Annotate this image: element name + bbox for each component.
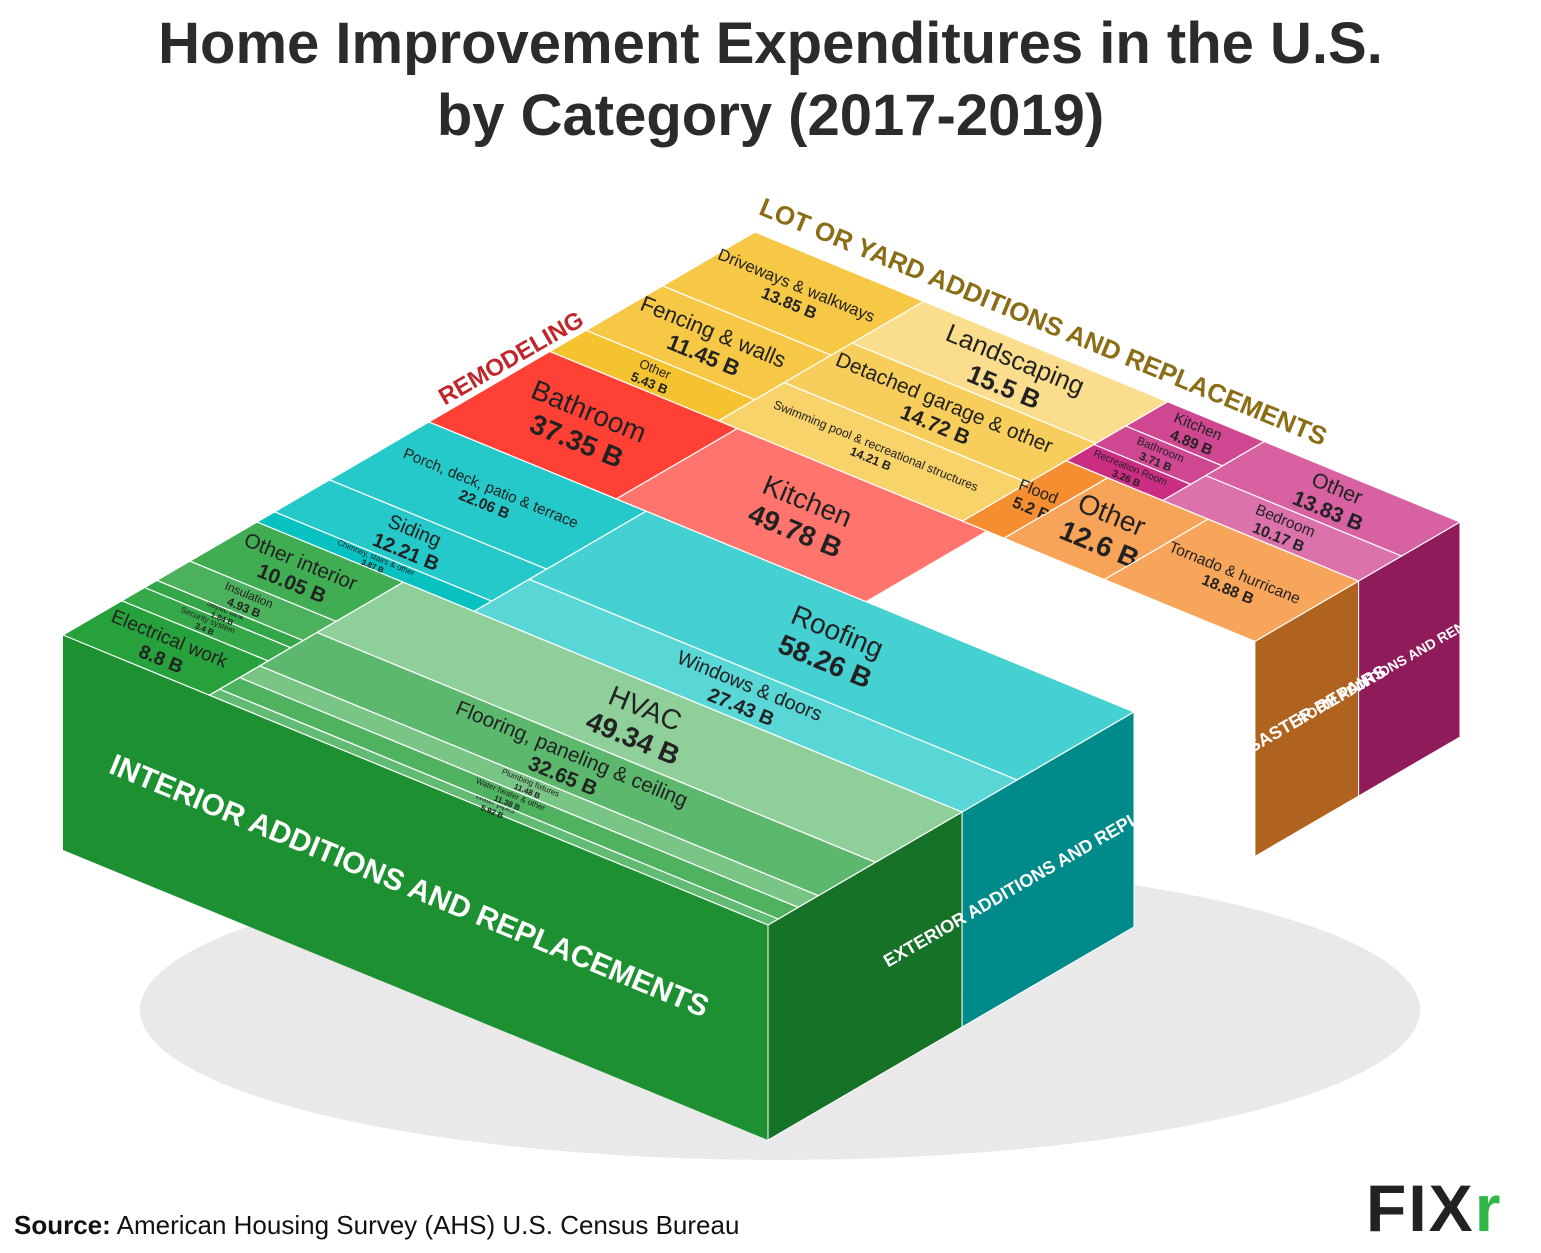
chart-title: Home Improvement Expenditures in the U.S… <box>0 8 1541 152</box>
fixr-logo: FIXr <box>1366 1175 1528 1241</box>
group-disaster-repairs: Flood5.2 B Other12.6 B Tornado & hurricane… <box>961 460 1360 858</box>
source-text: American Housing Survey (AHS) U.S. Censu… <box>116 1210 740 1240</box>
cell-exterior-additions-and-replacements-roofing <box>527 510 1136 781</box>
chart-title-line-2: by Category (2017-2019) <box>436 83 1105 148</box>
logo-accent: r <box>1474 1171 1503 1245</box>
source-note: Source: American Housing Survey (AHS) U.… <box>14 1210 739 1241</box>
logo-main: FIX <box>1366 1171 1475 1245</box>
source-label: Source: <box>14 1210 111 1240</box>
cell-room-additions-and-renovations-other <box>1204 440 1462 557</box>
side-face-front-interior-additions-and-replacements <box>63 635 768 1140</box>
chart-title-line-1: Home Improvement Expenditures in the U.S… <box>158 11 1383 76</box>
group-exterior-additions-and-replacements: Chimney, stairs & other3.87 BSiding12.21… <box>255 421 1136 1028</box>
